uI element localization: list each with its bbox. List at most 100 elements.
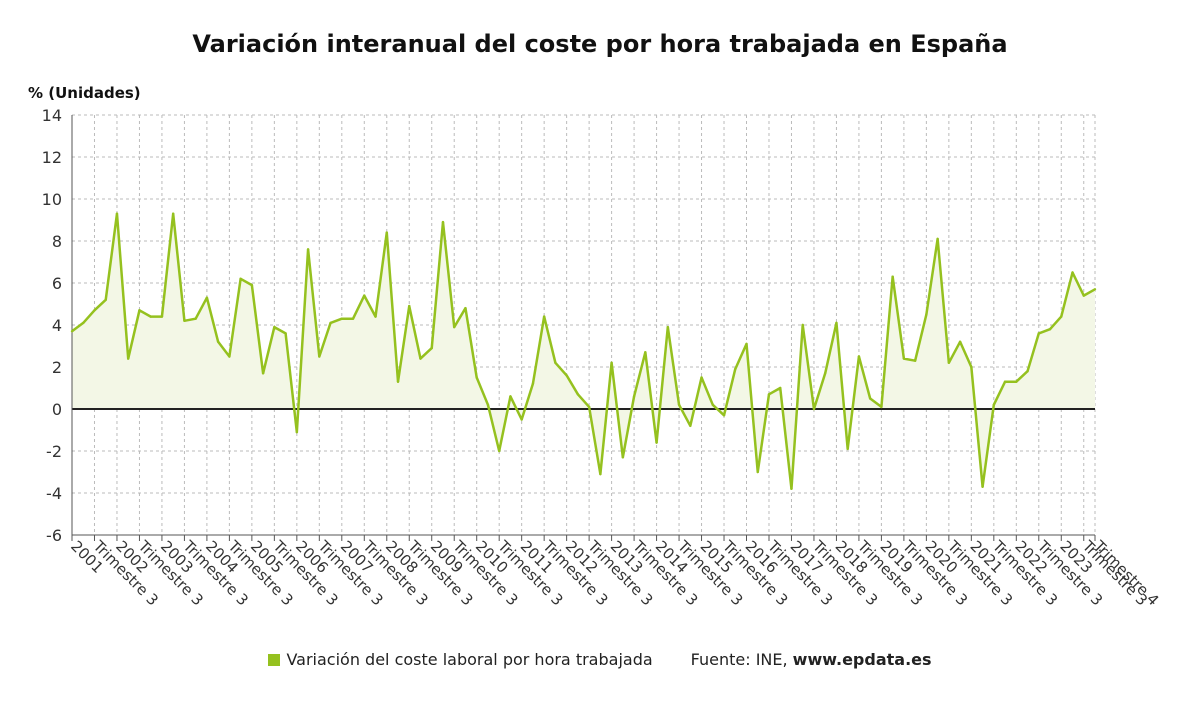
data-point	[374, 315, 377, 318]
data-point	[1093, 288, 1097, 291]
data-point	[823, 372, 827, 375]
data-point	[1071, 271, 1074, 274]
data-point	[329, 321, 332, 325]
data-point	[149, 315, 152, 318]
data-point	[970, 365, 973, 369]
data-point	[396, 380, 400, 383]
data-point	[115, 212, 119, 215]
data-point	[857, 355, 861, 358]
data-point	[509, 395, 512, 398]
data-point	[351, 317, 355, 320]
data-point	[767, 393, 771, 396]
series-points	[70, 212, 1097, 490]
data-point	[284, 332, 287, 335]
data-point	[700, 376, 703, 379]
data-point	[497, 449, 501, 453]
y-tick-label: 14	[42, 106, 62, 125]
data-point	[1048, 328, 1052, 331]
data-point	[1060, 315, 1063, 318]
data-point	[205, 296, 209, 299]
series-line	[71, 212, 1096, 491]
data-point	[587, 405, 591, 409]
data-point	[93, 309, 96, 312]
data-point	[936, 237, 939, 241]
data-point	[441, 220, 445, 224]
data-point	[520, 418, 523, 421]
data-point	[464, 307, 467, 310]
data-point	[138, 309, 141, 312]
data-point	[756, 470, 759, 474]
data-point	[554, 361, 557, 364]
data-point	[475, 376, 478, 379]
y-tick-label: 4	[52, 316, 62, 335]
y-tick-label: 2	[52, 358, 62, 377]
data-point	[599, 472, 602, 476]
data-point	[722, 414, 726, 417]
data-point	[677, 403, 681, 406]
y-tick-label: 12	[42, 148, 62, 167]
data-point	[430, 346, 433, 350]
y-tick-labels: -6 -4 -2 0 2 4 6 8 10 12 14	[42, 106, 62, 545]
data-point	[801, 323, 804, 327]
legend-series-label: Variación del coste laboral por hora tra…	[286, 650, 653, 669]
data-point	[453, 325, 456, 329]
data-point	[868, 397, 872, 400]
data-point	[542, 315, 546, 318]
data-point	[531, 382, 535, 385]
legend-swatch	[268, 654, 281, 666]
data-point	[880, 405, 883, 409]
y-tick-label: 6	[52, 274, 62, 293]
data-point	[745, 342, 748, 346]
data-point	[958, 340, 962, 343]
chart-title: Variación interanual del coste por hora …	[192, 30, 1008, 58]
data-point	[160, 315, 164, 318]
data-point	[104, 298, 107, 301]
data-point	[779, 386, 782, 390]
data-point	[655, 441, 658, 444]
data-point	[902, 357, 906, 360]
data-point	[891, 275, 894, 278]
data-point	[734, 367, 737, 371]
y-tick-label: -4	[46, 484, 62, 503]
data-point	[947, 361, 951, 364]
legend-source-prefix: Fuente: INE,	[690, 650, 793, 669]
data-point	[82, 321, 85, 325]
data-point	[408, 304, 411, 308]
data-point	[318, 355, 321, 358]
data-point	[127, 357, 130, 360]
data-point	[171, 212, 175, 215]
data-point	[1037, 332, 1040, 335]
data-point	[194, 317, 197, 320]
legend-source-site: www.epdata.es	[792, 650, 932, 669]
data-point	[1082, 294, 1085, 297]
y-tick-label: 0	[52, 400, 62, 419]
data-point	[846, 447, 849, 451]
data-point	[363, 294, 366, 297]
data-point	[632, 395, 636, 398]
data-point	[340, 317, 344, 320]
data-point	[1015, 380, 1018, 383]
y-tick-label: -6	[46, 526, 62, 545]
data-point	[1026, 370, 1029, 373]
y-axis-unit-label: % (Unidades)	[28, 84, 141, 102]
data-point	[250, 283, 254, 287]
data-point	[239, 277, 242, 280]
data-point	[261, 372, 265, 375]
data-point	[385, 231, 388, 234]
data-point	[644, 351, 647, 354]
data-point	[913, 359, 917, 362]
y-tick-label: -2	[46, 442, 62, 461]
series-area-fill	[72, 213, 1095, 489]
data-point	[70, 330, 74, 333]
y-tick-label: 8	[52, 232, 62, 251]
data-point	[790, 487, 793, 490]
data-point	[565, 374, 568, 377]
data-point	[306, 248, 310, 251]
data-point	[992, 403, 996, 406]
data-point	[228, 355, 231, 358]
data-point	[835, 321, 838, 325]
data-point	[183, 319, 186, 322]
y-tick-label: 10	[42, 190, 62, 209]
